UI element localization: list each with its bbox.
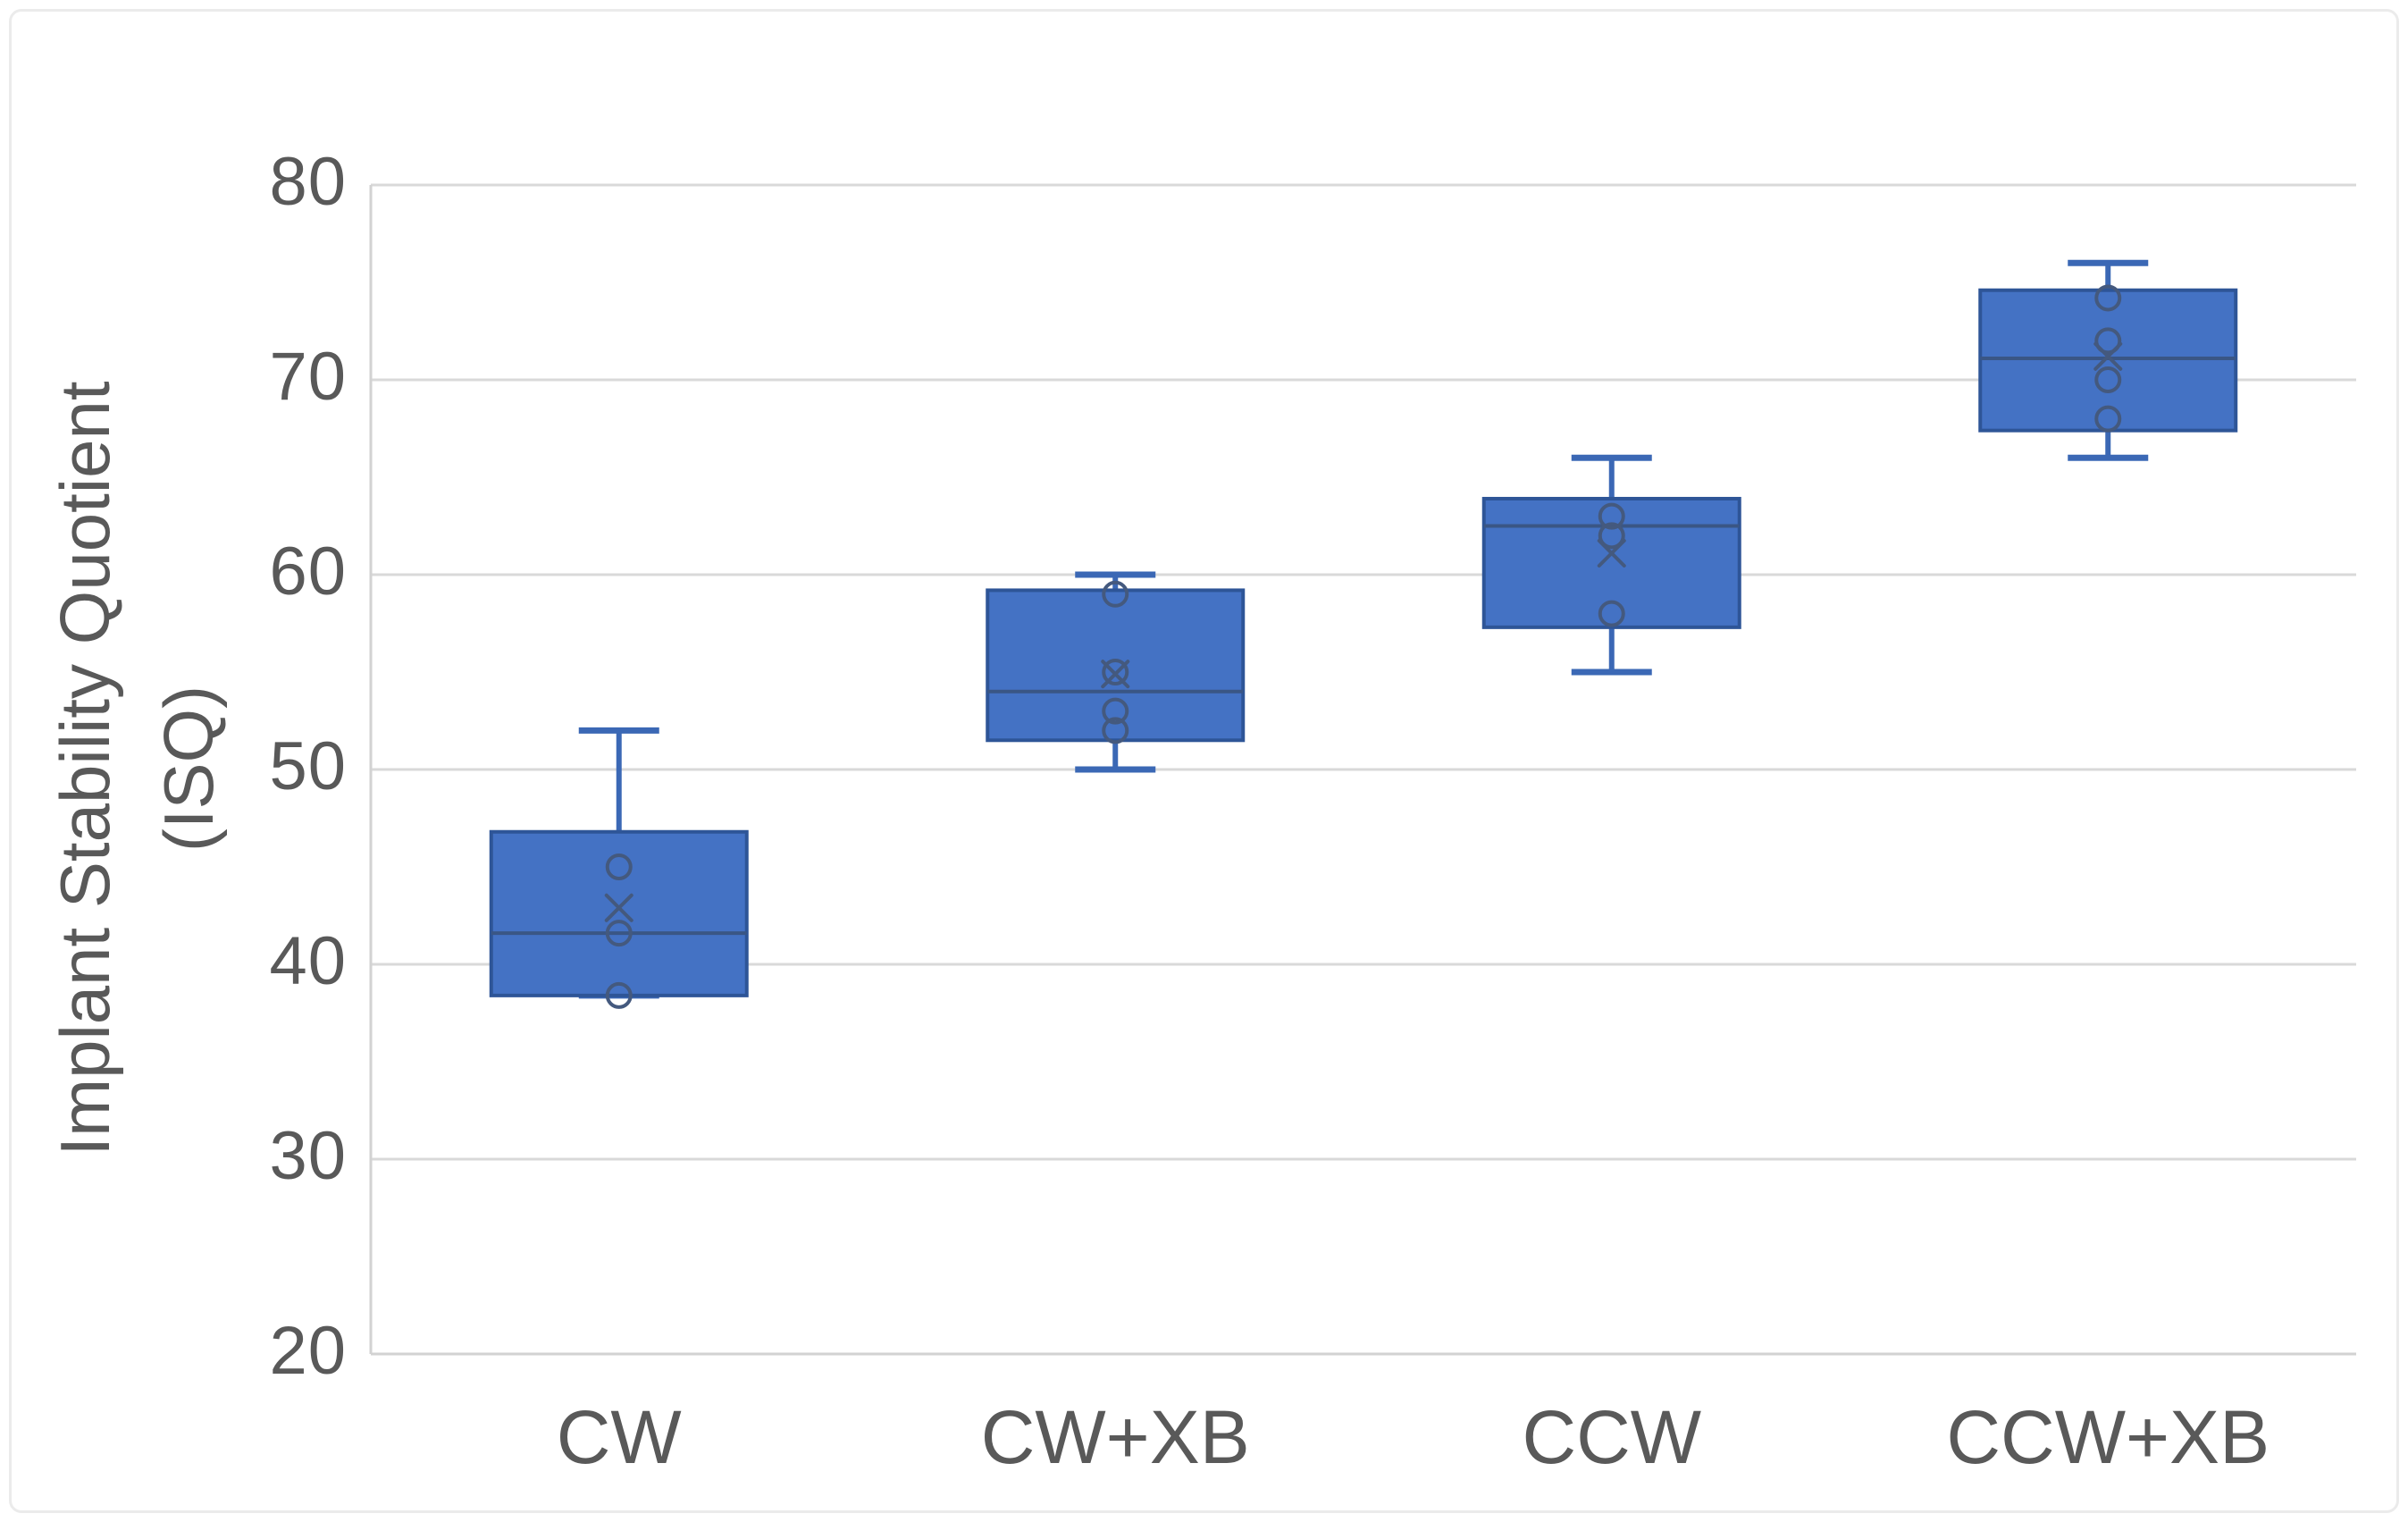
mean-marker [604,893,633,922]
y-axis-title-line2: (ISQ) [149,685,228,853]
mean-marker [1597,539,1626,568]
box-rect [1481,496,1741,629]
x-category-label: CCW+XB [1946,1395,2270,1479]
data-point-marker [1598,522,1625,550]
data-point-marker [2094,327,2122,355]
data-point-marker [1102,580,1129,608]
x-category-label: CW [556,1395,682,1479]
mean-marker [2093,341,2123,371]
data-point-marker [605,981,633,1009]
y-tick-label: 30 [269,1118,347,1195]
y-axis-title: Implant Stability Quotient (ISQ) [33,143,244,1394]
y-tick-label: 40 [269,923,347,1000]
data-point-marker [1598,600,1625,627]
y-tick-label: 70 [269,339,347,416]
data-point-marker [1102,659,1129,685]
data-point-marker [605,920,633,947]
y-tick-label: 20 [269,1313,347,1390]
y-tick-label: 60 [269,534,347,610]
data-point-marker [1102,717,1129,744]
box-rect [986,588,1246,743]
figure-border [9,9,2399,1513]
data-point-marker [605,853,633,880]
y-tick-label: 80 [269,144,347,221]
data-point-marker [2094,284,2122,312]
box-rect [489,829,749,997]
data-point-marker [2094,366,2122,393]
data-point-marker [1598,502,1625,530]
data-point-marker [1102,697,1129,725]
y-axis-title-line1: Implant Stability Quotient [46,381,124,1156]
x-category-label: CW+XB [980,1395,1250,1479]
x-category-label: CCW [1522,1395,1702,1479]
mean-marker [1101,660,1130,689]
y-tick-label: 50 [269,728,347,805]
data-point-marker [2094,405,2122,433]
